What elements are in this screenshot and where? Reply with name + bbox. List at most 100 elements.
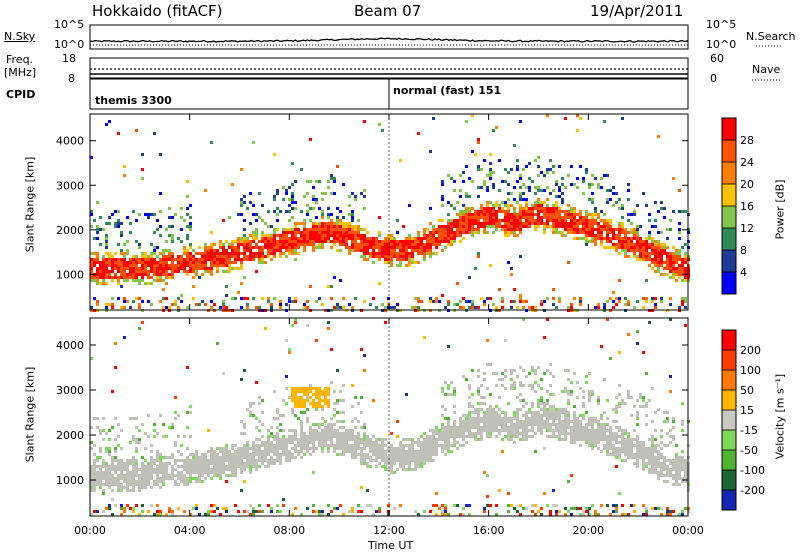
power-cell [363, 246, 366, 249]
power-cell [585, 171, 588, 174]
power-cell [588, 231, 591, 234]
velocity-cell [438, 429, 441, 432]
velocity-cell [315, 447, 318, 450]
velocity-cell [390, 453, 393, 456]
velocity-cell [156, 465, 159, 468]
velocity-cell [660, 465, 663, 468]
power-cell [399, 255, 402, 258]
power-cell [603, 219, 606, 222]
power-cell [501, 297, 504, 300]
velocity-cell [255, 426, 258, 429]
power-cell [141, 177, 144, 180]
power-cell [222, 255, 225, 258]
power-cell [273, 231, 276, 234]
power-cell [222, 246, 225, 249]
velocity-cell [471, 411, 474, 414]
power-cell [258, 261, 261, 264]
power-cell [267, 225, 270, 228]
power-cell [255, 252, 258, 255]
velocity-cell [114, 459, 117, 462]
power-cell [378, 258, 381, 261]
power-cell [336, 306, 339, 309]
power-cell [387, 237, 390, 240]
velocity-cell [120, 504, 123, 507]
velocity-cell [678, 474, 681, 477]
power-cell [270, 246, 273, 249]
velocity-cell [216, 465, 219, 468]
velocity-cell [285, 456, 288, 459]
power-cell [96, 228, 99, 231]
power-cell [375, 246, 378, 249]
velocity-cell [498, 429, 501, 432]
velocity-cell [90, 471, 93, 474]
power-cell [537, 201, 540, 204]
power-cell [153, 273, 156, 276]
power-cell [138, 258, 141, 261]
velocity-cell [402, 462, 405, 465]
velocity-cell [306, 507, 309, 510]
velocity-cell [150, 450, 153, 453]
power-cell [111, 270, 114, 273]
time-tick-label: 08:00 [273, 524, 305, 537]
velocity-cell [663, 456, 666, 459]
power-cell [507, 231, 510, 234]
power-cell [366, 258, 369, 261]
velocity-cell [390, 447, 393, 450]
power-cell [519, 216, 522, 219]
power-cell [282, 198, 285, 201]
velocity-cell [474, 423, 477, 426]
power-cell [522, 216, 525, 219]
velocity-cell [669, 462, 672, 465]
power-cell [474, 210, 477, 213]
velocity-cell [339, 411, 342, 414]
power-cell [537, 156, 540, 159]
velocity-cell [495, 429, 498, 432]
power-cell [516, 228, 519, 231]
velocity-cell [306, 417, 309, 420]
velocity-cell [501, 438, 504, 441]
velocity-cell [663, 468, 666, 471]
velocity-cell [129, 441, 132, 444]
power-cell [111, 255, 114, 258]
velocity-cell [339, 390, 342, 393]
power-cell [237, 213, 240, 216]
power-cell [612, 306, 615, 309]
velocity-cell [648, 399, 651, 402]
power-cell [528, 186, 531, 189]
velocity-cell [366, 444, 369, 447]
velocity-cell [219, 459, 222, 462]
velocity-cell [93, 483, 96, 486]
velocity-cell [129, 507, 132, 510]
velocity-cell [546, 426, 549, 429]
velocity-cell [156, 456, 159, 459]
power-cell [246, 240, 249, 243]
power-cell [234, 252, 237, 255]
velocity-cell [597, 402, 600, 405]
velocity-cell [348, 438, 351, 441]
velocity-cell [516, 510, 519, 513]
radar-title: Hokkaido (fitACF) [92, 2, 223, 20]
velocity-cell [639, 447, 642, 450]
power-cell [303, 243, 306, 246]
velocity-cell [258, 504, 261, 507]
power-cell [612, 192, 615, 195]
time-tick-label: 00:00 [74, 524, 106, 537]
velocity-cell [504, 429, 507, 432]
power-cell [678, 270, 681, 273]
velocity-cell [513, 414, 516, 417]
power-cell [222, 300, 225, 303]
power-cell [345, 246, 348, 249]
power-cell [270, 252, 273, 255]
velocity-cell [126, 459, 129, 462]
velocity-cell [537, 417, 540, 420]
velocity-cell [411, 459, 414, 462]
power-cell [351, 210, 354, 213]
velocity-cell [171, 510, 174, 513]
velocity-cell [576, 438, 579, 441]
power-cell [609, 225, 612, 228]
velocity-cell [534, 369, 537, 372]
power-cell [360, 246, 363, 249]
power-cell [114, 261, 117, 264]
velocity-cell [675, 465, 678, 468]
power-cell [90, 306, 93, 309]
